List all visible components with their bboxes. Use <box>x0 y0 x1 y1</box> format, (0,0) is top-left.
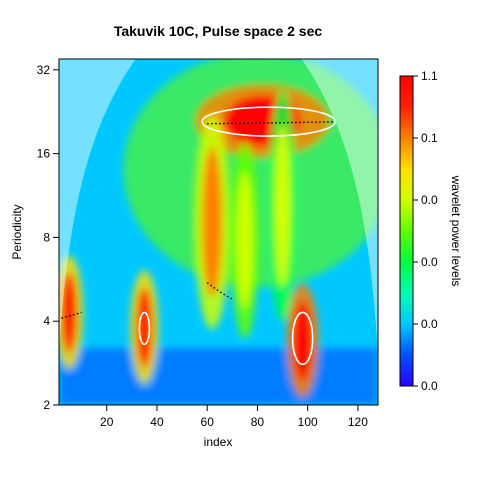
power-peak <box>275 125 291 287</box>
x-tick-label: 100 <box>298 415 318 429</box>
colorbar-tick-label: 0.0 <box>421 317 438 331</box>
x-tick-label: 120 <box>348 415 368 429</box>
x-tick-label: 40 <box>150 415 164 429</box>
colorbar-ticks: 0.0 0.0 0.0 0.0 0.1 1.1 <box>413 69 438 393</box>
colorbar-tick-label: 0.0 <box>421 379 438 393</box>
y-tick-label: 16 <box>37 147 51 161</box>
colorbar-tick-label: 0.0 <box>421 193 438 207</box>
colorbar-label: wavelet power levels <box>449 175 463 287</box>
x-tick-label: 20 <box>100 415 114 429</box>
heat-low-band <box>59 348 378 405</box>
y-tick-label: 8 <box>43 230 50 244</box>
colorbar-tick-label: 0.1 <box>421 131 438 145</box>
y-tick-label: 2 <box>43 398 50 412</box>
x-axis-label: index <box>204 435 233 449</box>
colorbar-tick-label: 1.1 <box>421 69 438 83</box>
x-axis: 20 40 60 80 100 120 <box>100 405 368 429</box>
colorbar-bar <box>400 76 413 386</box>
power-peak <box>237 172 253 309</box>
y-tick-label: 4 <box>43 314 50 328</box>
colorbar: 0.0 0.0 0.0 0.0 0.1 1.1 <box>400 69 438 393</box>
y-axis: 2 4 8 16 32 <box>37 63 59 412</box>
plot-area <box>55 52 391 405</box>
y-axis-label: Periodicity <box>10 204 24 259</box>
x-tick-label: 80 <box>251 415 265 429</box>
chart-title: Takuvik 10C, Pulse space 2 sec <box>114 23 323 39</box>
power-peak <box>202 147 222 298</box>
y-tick-label: 32 <box>37 63 51 77</box>
colorbar-tick-label: 0.0 <box>421 255 438 269</box>
x-tick-label: 60 <box>201 415 215 429</box>
